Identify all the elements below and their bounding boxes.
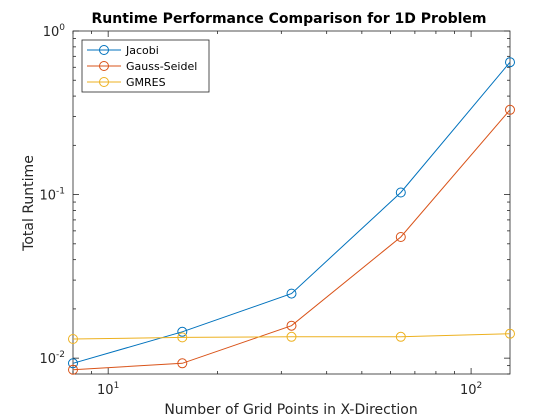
legend: Jacobi Gauss-Seidel GMRES	[81, 39, 210, 93]
x-axis-title: Number of Grid Points in X-Direction	[164, 402, 417, 418]
data-point-jacobi	[286, 288, 297, 299]
y-tick-label: 100	[43, 23, 66, 40]
series-layer	[68, 57, 515, 375]
series-line-gmres	[72, 333, 511, 340]
series-jacobi	[68, 57, 515, 369]
data-point-gmres	[395, 331, 406, 342]
data-point-gauss-seidel	[68, 364, 78, 375]
data-point-gauss-seidel	[505, 104, 515, 115]
x-tick-label: 101	[97, 381, 119, 398]
legend-marker	[99, 45, 109, 55]
data-point-gmres	[505, 328, 515, 339]
data-point-jacobi	[395, 187, 406, 198]
series-line-jacobi	[72, 61, 511, 364]
x-tick-label: 102	[460, 381, 482, 398]
legend-item-gauss-seidel: Gauss-Seidel	[87, 60, 197, 73]
chart-title: Runtime Performance Comparison for 1D Pr…	[92, 11, 487, 27]
axes: 101 102 10-2 10-1 100	[39, 23, 511, 398]
data-point-jacobi	[177, 326, 188, 337]
data-point-jacobi	[68, 358, 78, 369]
legend-marker	[99, 61, 109, 71]
legend-item-jacobi: Jacobi	[87, 44, 159, 57]
data-point-gmres	[68, 334, 78, 344]
y-tick-label: 10-2	[39, 350, 65, 367]
legend-label: GMRES	[126, 76, 166, 89]
series-gauss-seidel	[68, 104, 515, 375]
axes-frame	[72, 30, 511, 375]
data-point-gmres	[177, 332, 188, 343]
y-tick-label: 10-1	[39, 187, 65, 204]
data-point-gmres	[286, 331, 297, 342]
legend-marker	[99, 77, 109, 87]
series-gmres	[68, 328, 515, 344]
data-point-gauss-seidel	[286, 320, 297, 331]
legend-label: Gauss-Seidel	[126, 60, 197, 73]
legend-item-gmres: GMRES	[87, 76, 166, 89]
data-point-gauss-seidel	[395, 232, 406, 242]
data-point-jacobi	[505, 57, 515, 68]
series-line-gauss-seidel	[72, 109, 511, 371]
data-point-gauss-seidel	[177, 358, 188, 369]
legend-label: Jacobi	[125, 44, 159, 57]
y-axis-title: Total Runtime	[21, 155, 37, 252]
